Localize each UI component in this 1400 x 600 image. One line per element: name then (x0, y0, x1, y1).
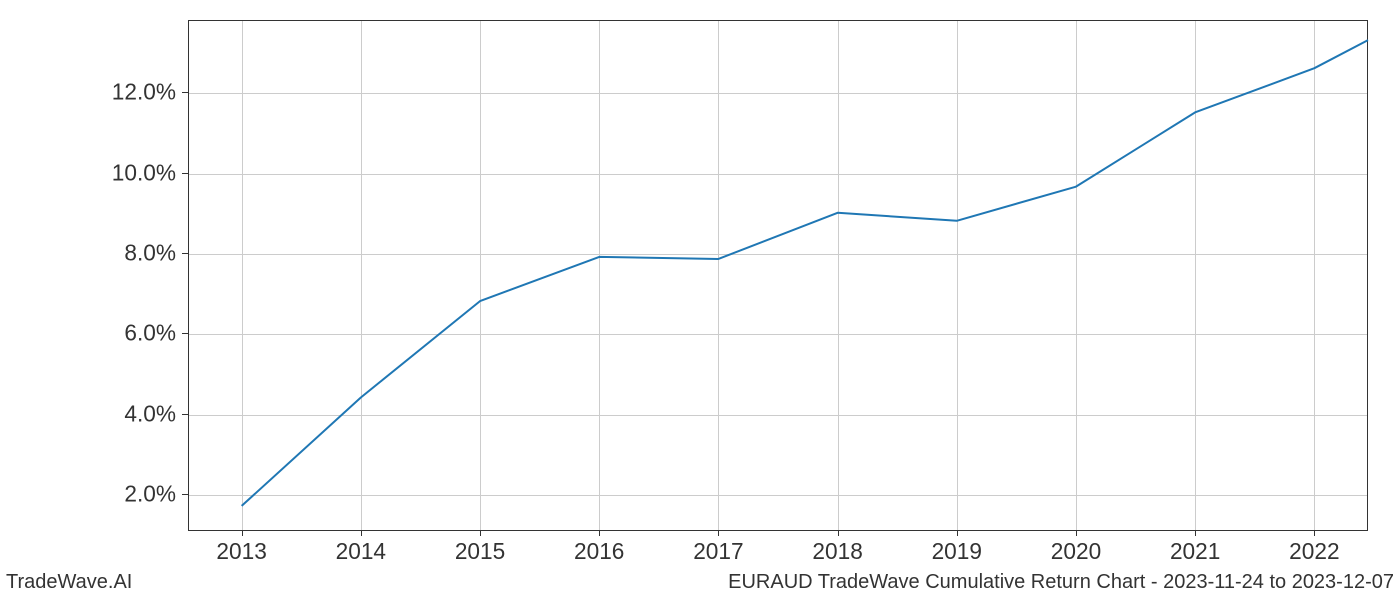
x-tick-label: 2015 (455, 538, 505, 565)
x-tick-label: 2020 (1051, 538, 1101, 565)
y-tick-label: 8.0% (0, 239, 176, 266)
x-tick-label: 2021 (1170, 538, 1220, 565)
y-tick-label: 6.0% (0, 320, 176, 347)
y-tick-label: 10.0% (0, 159, 176, 186)
x-tick-label: 2013 (216, 538, 266, 565)
y-tick-label: 4.0% (0, 400, 176, 427)
x-tick-label: 2022 (1289, 538, 1339, 565)
x-tick-label: 2016 (574, 538, 624, 565)
line-chart-svg (188, 20, 1368, 530)
chart-container: TradeWave.AI EURAUD TradeWave Cumulative… (0, 0, 1400, 600)
axis-left-spine (188, 20, 189, 530)
series-line-cumulative_return (242, 40, 1368, 506)
footer-brand: TradeWave.AI (6, 571, 132, 594)
x-tick-label: 2018 (812, 538, 862, 565)
y-tick-label: 12.0% (0, 79, 176, 106)
footer-caption: EURAUD TradeWave Cumulative Return Chart… (728, 571, 1394, 594)
x-tick-label: 2019 (932, 538, 982, 565)
x-tick-label: 2014 (336, 538, 386, 565)
x-tick-label: 2017 (693, 538, 743, 565)
y-tick-label: 2.0% (0, 480, 176, 507)
axis-bottom-spine (188, 530, 1368, 531)
